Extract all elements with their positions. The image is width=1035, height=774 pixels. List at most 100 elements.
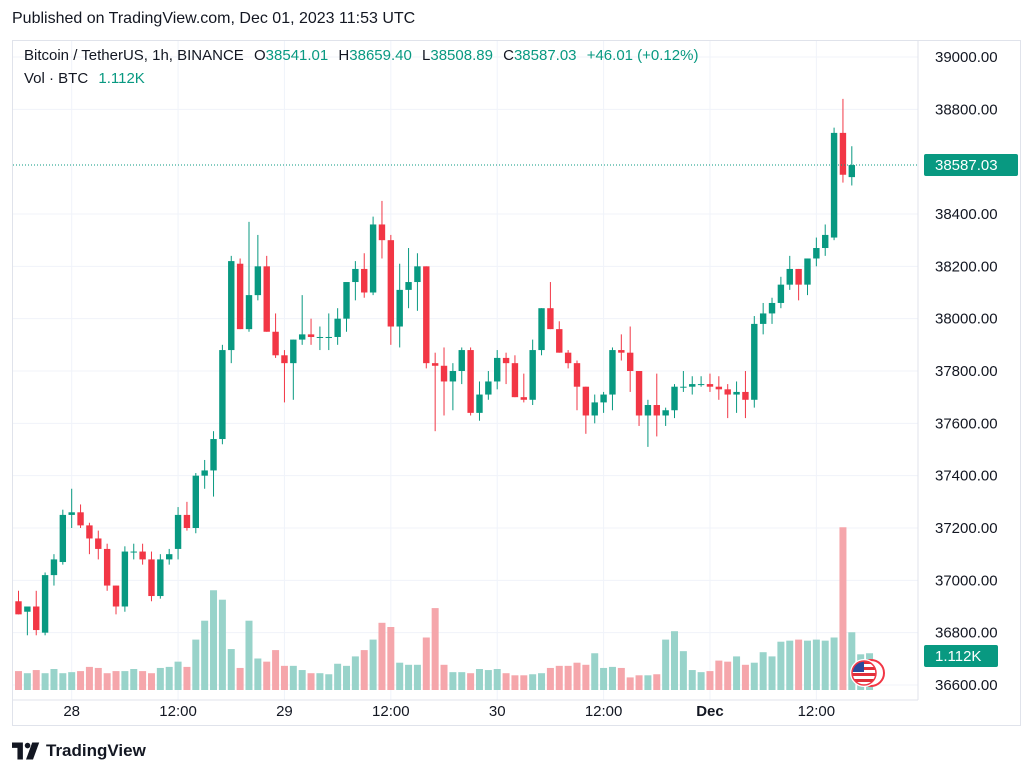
volume-bar xyxy=(334,663,342,690)
candle-body xyxy=(449,371,457,382)
candle-body xyxy=(768,302,776,314)
candle-body xyxy=(556,329,563,353)
volume-bar xyxy=(644,675,652,690)
price-tick-label: 36600.00 xyxy=(935,677,998,694)
candle-body xyxy=(290,339,297,364)
candle-body xyxy=(547,308,554,330)
candle-body xyxy=(538,308,545,351)
volume-bar xyxy=(546,667,554,690)
high-label: H xyxy=(338,47,350,64)
us-flag-icon[interactable] xyxy=(849,658,889,693)
time-tick-label: 12:00 xyxy=(585,703,623,720)
tradingview-logo-icon xyxy=(12,742,40,760)
candle-body xyxy=(431,363,439,366)
candle-body xyxy=(121,551,129,607)
candle-body xyxy=(201,470,208,476)
volume-bar xyxy=(396,662,404,690)
candle-body xyxy=(564,352,572,364)
candle-body xyxy=(33,606,40,631)
candle-body xyxy=(520,397,528,400)
volume-bar xyxy=(733,656,741,690)
candle-body xyxy=(298,334,306,340)
high-value: 38659.40 xyxy=(349,47,412,64)
ohlc-legend: Bitcoin / TetherUS, 1h, BINANCE O38541.0… xyxy=(24,47,698,64)
volume-bar xyxy=(484,670,492,690)
candle-body xyxy=(751,323,758,400)
volume-value: 1.112K xyxy=(98,70,145,87)
volume-bar xyxy=(538,673,546,690)
volume-bar xyxy=(502,673,510,690)
price-tick-label: 37000.00 xyxy=(935,572,998,589)
volume-bar xyxy=(821,640,829,690)
volume-bar xyxy=(591,653,599,690)
volume-bar xyxy=(697,672,705,690)
candle-body xyxy=(742,391,749,400)
volume-bar xyxy=(245,620,253,690)
candle-body xyxy=(839,132,847,175)
volume-bar xyxy=(529,674,537,690)
volume-bar xyxy=(848,632,856,690)
volume-bar xyxy=(325,674,333,690)
time-tick-label: Dec xyxy=(696,703,724,720)
volume-bar xyxy=(369,639,377,690)
candle-body xyxy=(591,402,598,416)
candle-body xyxy=(671,386,678,411)
volume-badge-label: 1.112K xyxy=(935,648,981,665)
published-caption: Published on TradingView.com, Dec 01, 20… xyxy=(12,10,416,27)
candle-body xyxy=(609,350,616,395)
candle-body xyxy=(777,284,785,303)
volume-bar xyxy=(431,608,439,690)
candle-body xyxy=(680,386,687,388)
tradingview-brand: TradingView xyxy=(46,741,146,760)
candle-body xyxy=(192,475,199,528)
candle-body xyxy=(41,575,49,633)
candle-body xyxy=(281,355,288,364)
candle-body xyxy=(272,331,279,356)
candle-body xyxy=(352,268,359,283)
candle-body xyxy=(653,405,660,416)
candle-body xyxy=(618,350,625,353)
volume-bar xyxy=(511,675,519,690)
volume-bar xyxy=(405,664,413,690)
tradingview-footer[interactable]: TradingView xyxy=(12,741,146,761)
volume-bar xyxy=(582,664,590,690)
volume-bar xyxy=(59,673,67,690)
volume-bar xyxy=(254,658,262,690)
time-tick-label: 12:00 xyxy=(798,703,836,720)
candle-body xyxy=(68,512,75,515)
chart-frame xyxy=(12,40,1021,726)
candle-body xyxy=(334,318,341,337)
volume-bar xyxy=(121,671,129,690)
volume-bar xyxy=(218,599,226,690)
volume-bar xyxy=(85,666,93,690)
low-value: 38508.89 xyxy=(430,47,493,64)
candle-body xyxy=(804,258,811,285)
candle-body xyxy=(236,263,244,330)
price-tick-label: 37800.00 xyxy=(935,363,998,380)
candle-body xyxy=(759,313,767,324)
volume-label[interactable]: Vol · BTC xyxy=(24,70,89,87)
candle-body xyxy=(50,559,58,576)
candle-body xyxy=(316,336,324,338)
time-tick-label: 28 xyxy=(63,703,80,720)
candle-body xyxy=(706,384,714,387)
volume-bar xyxy=(741,664,749,690)
candle-body xyxy=(822,234,829,249)
symbol-label[interactable]: Bitcoin / TetherUS, 1h, BINANCE xyxy=(24,47,244,64)
open-value: 38541.01 xyxy=(265,47,329,64)
price-tick-label: 38200.00 xyxy=(935,258,998,275)
candle-body xyxy=(369,224,377,293)
volume-bar xyxy=(750,662,758,690)
candle-body xyxy=(103,548,111,586)
candle-body xyxy=(387,240,395,327)
last-price-label: 38587.03 xyxy=(935,157,998,174)
volume-bar xyxy=(715,660,723,690)
volume-bar xyxy=(653,674,661,690)
low-label: L xyxy=(422,47,431,64)
candle-body xyxy=(166,554,173,560)
candle-body xyxy=(263,266,270,332)
volume-bar xyxy=(50,669,58,690)
candle-body xyxy=(307,334,315,337)
volume-bar xyxy=(316,673,324,690)
